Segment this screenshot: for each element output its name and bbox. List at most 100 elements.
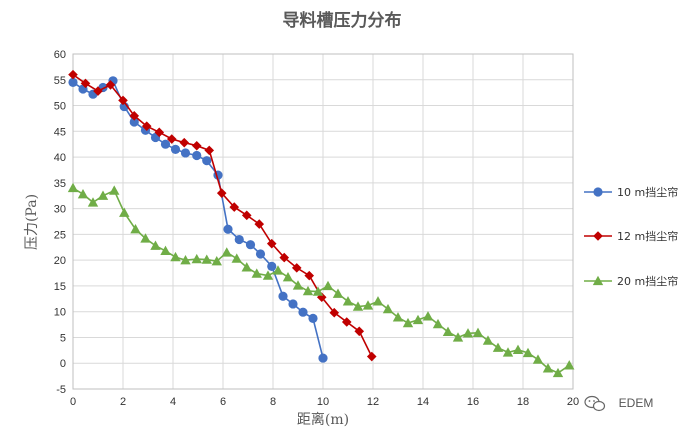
data-point xyxy=(354,326,365,337)
watermark-text: EDEM xyxy=(619,396,654,410)
legend-marker xyxy=(593,187,603,197)
data-point xyxy=(192,150,202,161)
legend-label: 12 m挡尘帘 xyxy=(617,229,678,243)
data-point xyxy=(502,347,514,357)
series-line xyxy=(72,187,570,374)
data-point xyxy=(221,247,232,257)
series-2 xyxy=(68,69,377,362)
data-point xyxy=(180,148,191,158)
data-point xyxy=(542,363,554,373)
y-tick-labels: -5 0 5 10 15 20 25 30 35 40 45 50 55 60 xyxy=(54,49,66,396)
y-tick-label: 0 xyxy=(60,358,66,370)
data-point xyxy=(402,317,414,328)
data-point xyxy=(223,224,233,234)
data-point xyxy=(119,207,130,217)
x-tick-label: 14 xyxy=(417,396,429,408)
data-point xyxy=(141,121,152,131)
data-point xyxy=(278,291,288,301)
chart-title: 导料槽压力分布 xyxy=(283,10,402,31)
data-point xyxy=(67,182,79,193)
plot-frame xyxy=(72,53,574,390)
data-point xyxy=(251,268,262,278)
series-line xyxy=(72,79,324,359)
data-point xyxy=(462,328,474,338)
data-point xyxy=(332,288,344,298)
y-tick-label: 50 xyxy=(54,101,66,113)
data-point xyxy=(154,127,165,138)
data-point xyxy=(482,335,494,345)
y-tick-label: 10 xyxy=(54,307,66,319)
data-point xyxy=(241,262,252,272)
data-point xyxy=(87,197,99,207)
data-point xyxy=(432,318,444,329)
data-point xyxy=(341,317,352,327)
data-point xyxy=(234,234,244,245)
data-point xyxy=(304,270,315,281)
legend-label: 10 m挡尘帘 xyxy=(617,185,678,199)
data-point xyxy=(204,145,215,156)
data-point xyxy=(288,299,298,309)
data-point xyxy=(522,347,534,358)
series xyxy=(67,69,575,378)
x-tick-label: 18 xyxy=(517,396,529,408)
data-point xyxy=(179,137,190,148)
grid xyxy=(72,53,574,390)
data-point xyxy=(191,140,202,151)
data-point xyxy=(166,134,177,144)
x-tick-label: 2 xyxy=(120,396,126,408)
data-point xyxy=(512,344,524,354)
legend-item: 12 m挡尘帘 xyxy=(584,229,678,243)
data-point xyxy=(302,285,314,296)
y-tick-label: 20 xyxy=(54,255,66,267)
data-point xyxy=(366,351,377,362)
data-point xyxy=(180,254,191,265)
y-tick-label: 55 xyxy=(54,75,66,87)
data-point xyxy=(318,353,328,363)
x-tick-label: 16 xyxy=(467,396,479,408)
y-tick-label: 60 xyxy=(54,49,66,61)
data-point xyxy=(170,251,181,262)
data-point xyxy=(109,185,120,195)
x-tick-label: 4 xyxy=(170,396,176,408)
x-tick-label: 10 xyxy=(317,396,329,408)
y-axis-label: 压力(Pa) xyxy=(24,194,40,250)
x-tick-label: 8 xyxy=(270,396,276,408)
data-point xyxy=(241,210,252,221)
data-point xyxy=(532,354,544,364)
y-tick-label: 5 xyxy=(60,332,66,344)
y-tick-label: 40 xyxy=(54,152,66,164)
y-tick-label: 30 xyxy=(54,204,66,216)
data-point xyxy=(564,360,575,370)
data-point xyxy=(492,342,504,352)
data-point xyxy=(150,240,161,250)
data-point xyxy=(68,69,78,80)
data-point xyxy=(312,286,324,296)
data-point xyxy=(129,117,139,127)
x-tick-label: 0 xyxy=(70,396,76,408)
data-point xyxy=(118,95,128,106)
data-point xyxy=(392,312,404,322)
y-tick-label: 45 xyxy=(54,126,66,138)
data-point xyxy=(266,238,277,249)
y-tick-label: 25 xyxy=(54,229,66,241)
y-tick-label: 35 xyxy=(54,178,66,190)
y-tick-label: 15 xyxy=(54,281,66,293)
data-point xyxy=(267,261,277,271)
data-point xyxy=(80,78,91,89)
data-point xyxy=(298,307,308,317)
watermark: EDEM xyxy=(584,395,654,412)
data-point xyxy=(105,80,116,90)
data-point xyxy=(130,224,141,234)
data-point xyxy=(254,219,265,229)
data-point xyxy=(170,144,181,154)
data-point xyxy=(352,301,364,311)
series-line xyxy=(72,73,373,357)
data-point xyxy=(262,270,274,280)
data-point xyxy=(229,202,240,212)
data-point xyxy=(191,253,202,264)
x-axis-label: 距离(m) xyxy=(297,411,349,428)
data-point xyxy=(160,245,171,256)
data-point xyxy=(282,271,294,282)
y-tick-label: -5 xyxy=(56,384,66,396)
